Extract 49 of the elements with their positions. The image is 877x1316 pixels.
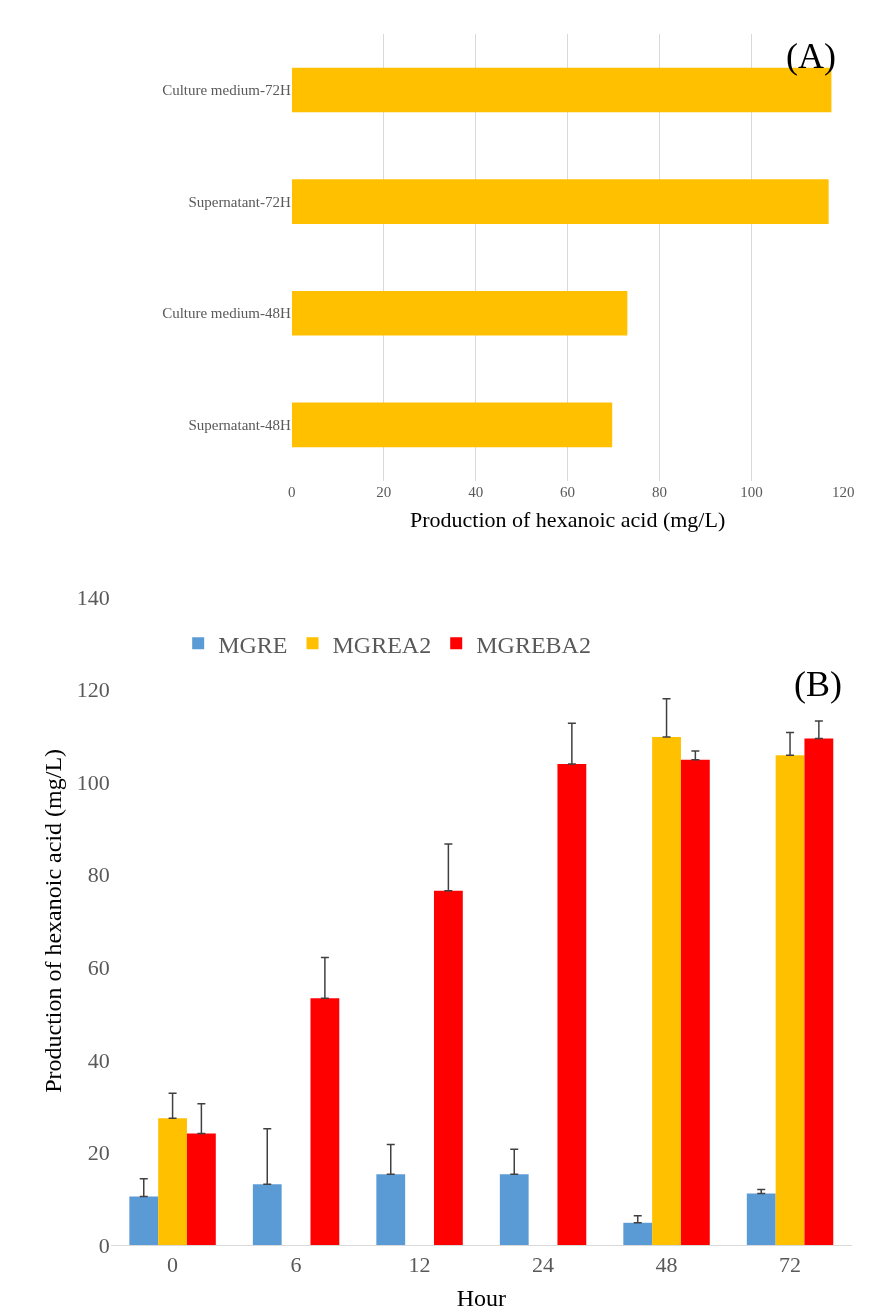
y-tick-label: 20 xyxy=(87,1140,110,1166)
annotation: (B) xyxy=(794,664,842,704)
y-tick-label: Supernatant-72H xyxy=(188,193,292,210)
y-tick-label: 40 xyxy=(87,1047,110,1073)
bar xyxy=(291,402,613,448)
bar xyxy=(652,737,681,1245)
y-tick-label: 60 xyxy=(87,954,110,980)
bar xyxy=(746,1193,776,1245)
x-tick-label: 12 xyxy=(408,1252,431,1278)
bar xyxy=(623,1222,653,1245)
bar xyxy=(129,1196,159,1245)
x-tick-label: 24 xyxy=(532,1252,555,1278)
bar xyxy=(680,759,710,1245)
x-tick-label: 40 xyxy=(468,483,484,500)
x-tick-label: 120 xyxy=(832,483,855,500)
bar xyxy=(310,998,340,1245)
bar xyxy=(252,1184,282,1245)
bar xyxy=(499,1174,529,1245)
bar xyxy=(158,1118,187,1245)
x-axis-title: Hour xyxy=(456,1284,506,1311)
bar xyxy=(775,755,805,1245)
x-tick-label: 6 xyxy=(290,1252,302,1278)
bar xyxy=(376,1174,406,1245)
x-tick-label: 80 xyxy=(652,483,668,500)
x-tick-label: 100 xyxy=(740,483,763,500)
bar xyxy=(291,179,829,224)
y-tick-label: Culture medium-72H xyxy=(162,82,292,99)
y-tick-label: 100 xyxy=(76,769,110,795)
x-tick-label: 72 xyxy=(779,1252,802,1278)
bar xyxy=(291,290,628,336)
bar xyxy=(557,763,587,1245)
legend-label: MGREA2 xyxy=(332,631,432,658)
y-tick-label: Supernatant-48H xyxy=(188,417,292,434)
y-tick-label: 120 xyxy=(76,677,110,703)
y-tick-label: 80 xyxy=(87,862,110,888)
annotation: (A) xyxy=(786,36,836,76)
y-tick-label: 140 xyxy=(76,584,110,610)
y-axis-title: Production of hexanoic acid (mg/L) xyxy=(39,748,66,1093)
legend-label: MGREBA2 xyxy=(476,631,591,658)
x-axis-title: Production of hexanoic acid (mg/L) xyxy=(409,506,726,532)
x-tick-label: 60 xyxy=(560,483,576,500)
y-tick-label: Culture medium-48H xyxy=(162,305,292,322)
x-tick-label: 20 xyxy=(376,483,392,500)
bar xyxy=(433,890,463,1245)
legend-label: MGRE xyxy=(218,631,288,658)
bar xyxy=(804,738,834,1245)
y-tick-label: 0 xyxy=(98,1232,110,1258)
bar xyxy=(186,1133,216,1245)
x-tick-label: 48 xyxy=(655,1252,678,1278)
